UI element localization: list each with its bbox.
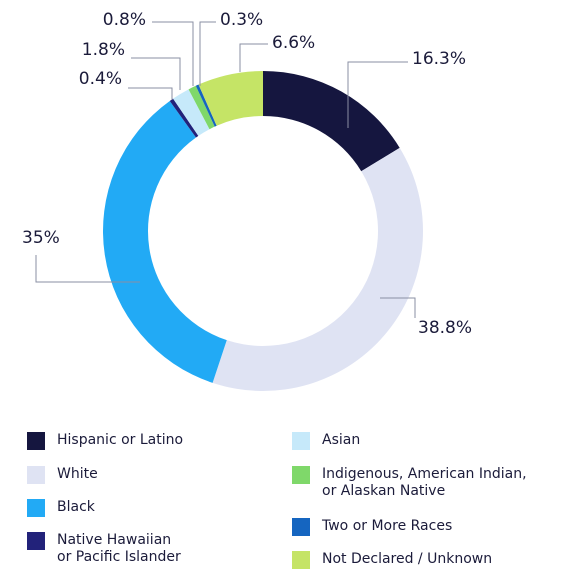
donut-segment <box>263 71 400 172</box>
legend-label: Two or More Races <box>322 518 453 534</box>
leader-line <box>131 57 181 90</box>
data-label: 0.3% <box>220 10 263 30</box>
legend-swatch <box>27 466 45 484</box>
data-label: 35% <box>22 228 60 248</box>
legend-label: Hispanic or Latino <box>57 432 184 448</box>
leader-line <box>152 21 194 86</box>
legend-label: Native Hawaiian or Pacific Islander <box>57 532 181 565</box>
legend-swatch <box>292 432 310 450</box>
donut-chart: 16.3% 38.8% 35% 0.4% 1.8% 0.8% 0.3% 6.6% <box>22 10 472 391</box>
donut-segment <box>198 71 263 126</box>
legend-label: White <box>57 466 98 482</box>
leader-line <box>128 87 173 100</box>
leader-line <box>380 297 416 318</box>
leader-line <box>199 21 216 86</box>
legend-swatch <box>292 466 310 484</box>
data-label: 16.3% <box>412 49 466 69</box>
donut-segment <box>169 98 199 138</box>
leader-line <box>347 61 408 128</box>
data-label: 6.6% <box>272 33 315 53</box>
data-label: 0.4% <box>79 69 122 89</box>
legend-swatch <box>292 518 310 536</box>
legend-swatch <box>27 499 45 517</box>
donut-segment <box>173 89 210 136</box>
donut-segment <box>212 147 423 391</box>
legend-item: Not Declared / Unknown <box>292 551 492 569</box>
legend-swatch <box>27 532 45 550</box>
legend-swatch <box>27 432 45 450</box>
legend-item: Indigenous, American Indian, or Alaskan … <box>292 466 527 500</box>
donut-segment <box>195 84 217 127</box>
legend-item: White <box>27 466 98 484</box>
legend-item: Hispanic or Latino <box>27 432 183 450</box>
legend-item: Asian <box>292 432 360 450</box>
leader-line <box>239 43 268 72</box>
legend-label: Asian <box>322 432 361 448</box>
data-label: 38.8% <box>418 318 472 338</box>
legend-item: Black <box>27 499 95 517</box>
donut-segment <box>188 85 215 130</box>
legend-label: Black <box>57 499 95 515</box>
legend-item: Native Hawaiian or Pacific Islander <box>27 532 181 566</box>
donut-segment <box>102 100 227 383</box>
legend-swatch <box>292 551 310 569</box>
leader-line <box>35 255 140 283</box>
data-label: 0.8% <box>103 10 146 30</box>
legend-item: Two or More Races <box>292 518 452 536</box>
legend-label: Not Declared / Unknown <box>322 551 493 567</box>
data-label: 1.8% <box>82 40 125 60</box>
legend-label: Indigenous, American Indian, or Alaskan … <box>322 466 527 499</box>
